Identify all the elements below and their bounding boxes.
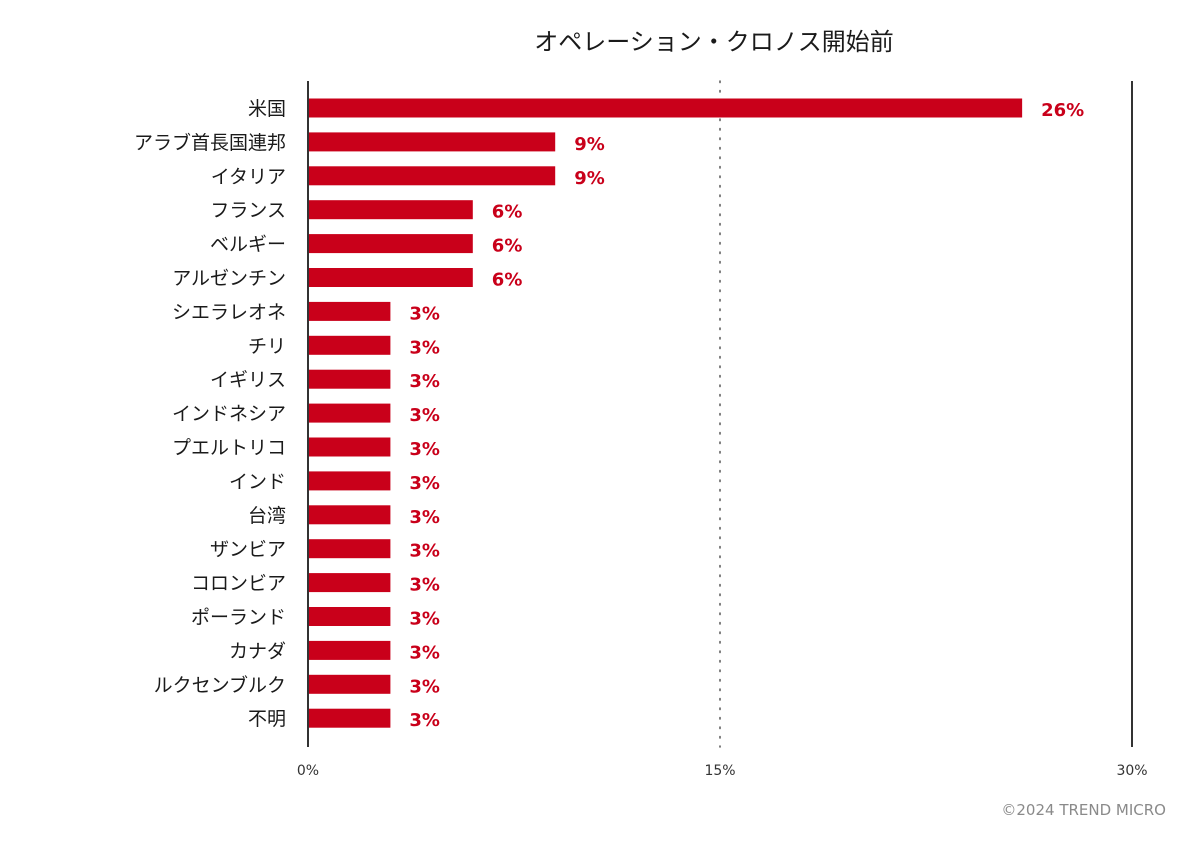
value-label: 26% xyxy=(1041,100,1084,121)
category-labels: 米国アラブ首長国連邦イタリアフランスベルギーアルゼンチンシエラレオネチリイギリス… xyxy=(134,98,286,730)
category-label: アルゼンチン xyxy=(172,268,286,290)
value-label: 3% xyxy=(409,541,440,562)
category-label: イタリア xyxy=(211,166,286,188)
x-axis-ticks: 0% 15% 30% xyxy=(297,763,1148,779)
category-label: コロンビア xyxy=(191,573,286,595)
category-label: インド xyxy=(229,471,286,493)
value-label: 3% xyxy=(409,439,440,460)
x-tick-label: 30% xyxy=(1116,763,1147,779)
value-label: 3% xyxy=(409,507,440,528)
value-label: 3% xyxy=(409,473,440,494)
value-label: 9% xyxy=(574,168,605,189)
value-label: 6% xyxy=(492,236,523,257)
category-label: インドネシア xyxy=(172,403,286,425)
category-label: ザンビア xyxy=(210,539,286,561)
value-label: 3% xyxy=(409,337,440,358)
category-label: プエルトリコ xyxy=(172,437,286,459)
bar xyxy=(309,471,391,491)
value-labels: 26% 9% 9% 6% 6% 6% 3% 3% 3% 3% 3% 3% 3% 3% 3% 3% 3% 3% 3% xyxy=(409,100,1084,731)
value-label: 3% xyxy=(409,405,440,426)
category-label: チリ xyxy=(248,335,286,357)
value-label: 6% xyxy=(492,202,523,223)
x-tick-label: 15% xyxy=(704,763,735,779)
bar xyxy=(309,607,391,626)
value-label: 3% xyxy=(409,676,440,697)
bar xyxy=(309,573,391,593)
bar xyxy=(309,132,556,152)
value-label: 6% xyxy=(492,270,523,291)
category-label: 不明 xyxy=(248,708,286,730)
grid-lines xyxy=(307,80,1133,748)
value-label: 3% xyxy=(409,575,440,596)
bar xyxy=(309,234,473,254)
value-label: 3% xyxy=(409,371,440,392)
bar xyxy=(309,708,391,728)
bar xyxy=(309,98,1023,118)
category-label: ルクセンブルク xyxy=(154,673,286,696)
category-label: ベルギー xyxy=(210,234,286,256)
bar xyxy=(309,403,391,423)
bar xyxy=(309,505,391,525)
bar xyxy=(309,369,391,389)
bar xyxy=(309,437,391,457)
category-label: フランス xyxy=(210,200,286,222)
category-label: シエラレオネ xyxy=(172,301,286,323)
bar xyxy=(309,539,391,559)
bars-group xyxy=(309,98,1023,728)
bar xyxy=(309,301,391,321)
chart-title: オペレーション・クロノス開始前 xyxy=(534,28,894,56)
category-label: 米国 xyxy=(248,98,286,120)
value-label: 3% xyxy=(409,303,440,324)
copyright-text: ©2024 TREND MICRO xyxy=(1001,801,1166,819)
bar xyxy=(309,640,391,660)
bar xyxy=(309,335,391,355)
category-label: ポーランド xyxy=(191,607,286,629)
category-label: カナダ xyxy=(229,640,286,662)
category-label: アラブ首長国連邦 xyxy=(134,131,286,154)
value-label: 9% xyxy=(574,134,605,155)
category-label: イギリス xyxy=(210,369,286,391)
bar xyxy=(309,268,473,287)
value-label: 3% xyxy=(409,710,440,731)
bar xyxy=(309,674,391,694)
bar xyxy=(309,166,556,186)
bar xyxy=(309,200,473,220)
category-label: 台湾 xyxy=(248,505,286,527)
value-label: 3% xyxy=(409,609,440,630)
value-label: 3% xyxy=(409,642,440,663)
x-tick-label: 0% xyxy=(297,763,319,779)
